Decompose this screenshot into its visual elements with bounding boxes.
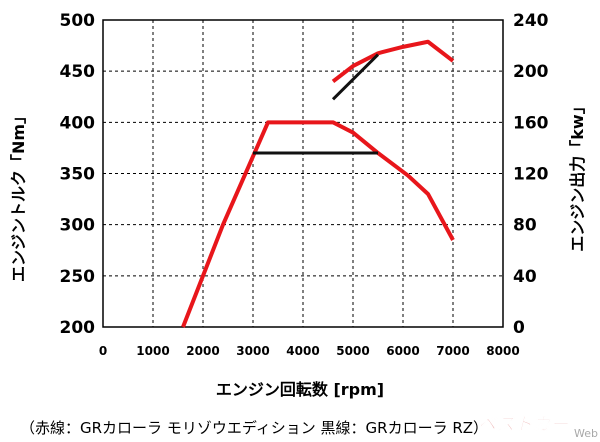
data-series bbox=[181, 39, 455, 328]
x-axis-ticks: 0 1000 2000 3000 4000 5000 6000 7000 8000 bbox=[99, 344, 520, 358]
red-line-torque bbox=[181, 120, 455, 328]
y-axis-left-label: エンジントルク「Nm」 bbox=[9, 108, 28, 282]
y-left-tick-label: 250 bbox=[60, 267, 96, 287]
y-right-tick-label: 0 bbox=[513, 318, 525, 338]
y-right-tick-label: 120 bbox=[513, 165, 549, 185]
x-tick-label: 3000 bbox=[236, 344, 269, 358]
watermark-logo: ベストカー Web bbox=[478, 414, 598, 440]
y-left-tick-label: 300 bbox=[60, 216, 96, 236]
y-left-tick-label: 350 bbox=[60, 165, 96, 185]
chart-caption: （赤線：GRカローラ モリゾウエディション 黒線：GRカローラ RZ） bbox=[20, 419, 488, 437]
grid-lines bbox=[103, 20, 503, 327]
y-left-tick-label: 400 bbox=[60, 113, 96, 133]
black-line-power bbox=[331, 53, 380, 101]
svg-text:ベストカー: ベストカー bbox=[478, 414, 569, 435]
y-left-tick-label: 450 bbox=[60, 62, 96, 82]
x-tick-label: 4000 bbox=[286, 344, 319, 358]
y-right-tick-label: 80 bbox=[513, 216, 537, 236]
x-tick-label: 1000 bbox=[136, 344, 169, 358]
x-tick-label: 6000 bbox=[386, 344, 419, 358]
svg-text:Web: Web bbox=[574, 427, 598, 440]
x-tick-label: 5000 bbox=[336, 344, 369, 358]
y-right-tick-label: 200 bbox=[513, 62, 549, 82]
red-line-power bbox=[331, 39, 455, 83]
y-left-tick-label: 500 bbox=[60, 11, 96, 31]
left-axis-ticks: 200 250 300 350 400 450 500 bbox=[60, 11, 96, 338]
x-tick-label: 7000 bbox=[436, 344, 469, 358]
y-axis-right-label: エンジン出力「kw」 bbox=[568, 98, 587, 251]
right-axis-ticks: 0 40 80 120 160 200 240 bbox=[513, 11, 549, 338]
y-right-tick-label: 240 bbox=[513, 11, 549, 31]
y-right-tick-label: 40 bbox=[513, 267, 537, 287]
y-right-tick-label: 160 bbox=[513, 113, 549, 133]
x-tick-label: 0 bbox=[99, 344, 107, 358]
y-left-tick-label: 200 bbox=[60, 318, 96, 338]
plot-area-border bbox=[102, 19, 504, 328]
x-axis-label: エンジン回転数 [rpm] bbox=[216, 380, 384, 399]
x-tick-label: 8000 bbox=[486, 344, 519, 358]
x-tick-label: 2000 bbox=[186, 344, 219, 358]
